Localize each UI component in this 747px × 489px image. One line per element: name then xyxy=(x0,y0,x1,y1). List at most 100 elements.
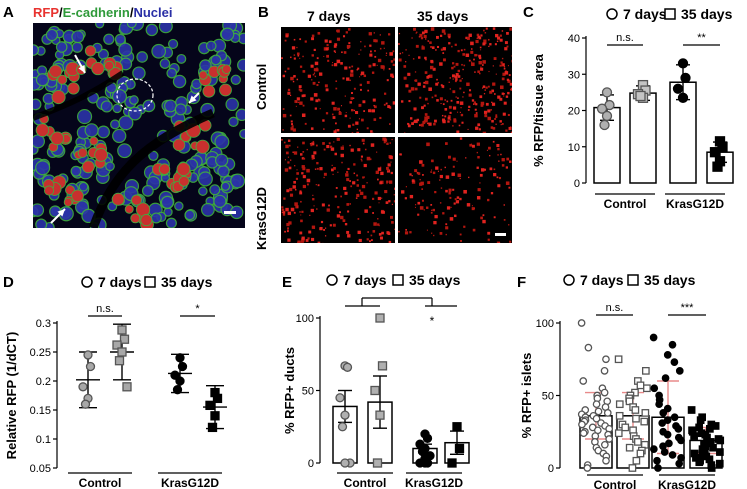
rfp-speckle xyxy=(509,240,512,243)
data-point xyxy=(706,424,714,433)
rfp-speckle xyxy=(444,115,447,118)
rfp-speckle xyxy=(307,74,311,78)
data-point xyxy=(615,400,624,409)
rfp-cell xyxy=(77,147,88,158)
rfp-speckle xyxy=(331,164,333,167)
rfp-speckle xyxy=(490,126,494,129)
rfp-speckle xyxy=(429,74,433,78)
rfp-speckle xyxy=(508,186,511,189)
rfp-speckle xyxy=(412,58,415,60)
data-point xyxy=(342,362,353,372)
rfp-speckle xyxy=(315,184,317,186)
rfp-speckle xyxy=(384,137,387,140)
rfp-speckle xyxy=(433,122,436,126)
rfp-speckle xyxy=(468,93,472,97)
rfp-speckle xyxy=(387,163,391,167)
rfp-speckle xyxy=(404,132,406,133)
rfp-speckle xyxy=(455,73,459,77)
rfp-speckle xyxy=(499,97,503,101)
data-point xyxy=(375,313,385,323)
rfp-speckle xyxy=(478,128,481,131)
rfp-speckle xyxy=(289,193,294,197)
rfp-speckle xyxy=(377,178,379,181)
cell xyxy=(112,128,127,144)
rfp-speckle xyxy=(417,201,421,205)
rfp-speckle xyxy=(390,215,393,219)
rfp-speckle xyxy=(372,98,376,102)
rfp-speckle xyxy=(388,68,391,70)
rfp-speckle xyxy=(497,184,501,188)
rfp-speckle xyxy=(431,96,434,99)
rfp-speckle xyxy=(445,189,448,193)
rfp-speckle xyxy=(376,151,378,153)
rfp-speckle xyxy=(456,101,460,104)
rfp-speckle xyxy=(285,144,289,149)
rfp-speckle xyxy=(386,180,389,183)
rfp-speckle xyxy=(333,107,337,111)
rfp-speckle xyxy=(316,57,319,60)
y-tick-label: 50 xyxy=(302,386,314,398)
rfp-speckle xyxy=(380,171,384,176)
rfp-speckle xyxy=(445,223,448,226)
rfp-cell xyxy=(44,185,55,196)
sig-label: n.s. xyxy=(606,302,624,314)
rfp-speckle xyxy=(454,75,458,79)
rfp-speckle xyxy=(429,65,434,70)
rfp-speckle xyxy=(300,214,302,216)
rfp-speckle xyxy=(425,206,429,209)
rfp-speckle xyxy=(425,38,427,40)
rfp-cell xyxy=(178,175,190,187)
data-point xyxy=(375,410,385,420)
rfp-speckle xyxy=(299,101,303,105)
rfp-speckle xyxy=(424,119,428,122)
y-tick-label: 50 xyxy=(542,391,554,403)
duct xyxy=(33,70,125,121)
rfp-speckle xyxy=(451,45,453,48)
data-point xyxy=(422,433,433,444)
data-point xyxy=(690,432,698,440)
rfp-speckle xyxy=(479,173,483,177)
legend-label-7days: 7 days xyxy=(623,6,667,22)
rfp-speckle xyxy=(290,207,295,212)
rfp-speckle xyxy=(436,99,439,102)
rfp-speckle xyxy=(390,171,393,175)
rfp-speckle xyxy=(312,198,315,201)
rfp-speckle xyxy=(286,189,290,193)
rfp-speckle xyxy=(413,27,416,31)
data-point xyxy=(212,393,223,404)
data-point xyxy=(177,361,188,372)
rfp-speckle xyxy=(498,160,500,162)
rfp-speckle xyxy=(498,176,502,180)
rfp-speckle xyxy=(472,228,476,232)
rfp-speckle xyxy=(389,142,391,144)
rfp-speckle xyxy=(482,214,485,217)
rfp-speckle xyxy=(323,176,325,179)
rfp-speckle xyxy=(454,214,457,218)
rfp-speckle xyxy=(374,105,377,109)
rfp-speckle xyxy=(478,54,482,58)
rfp-speckle xyxy=(439,232,443,235)
rfp-speckle xyxy=(442,103,445,106)
legend-square-marker xyxy=(664,8,676,20)
rfp-speckle xyxy=(431,232,433,234)
rfp-speckle xyxy=(414,119,418,124)
rfp-speckle xyxy=(364,148,367,151)
rfp-speckle xyxy=(446,100,449,103)
rfp-speckle xyxy=(353,163,356,166)
rfp-speckle xyxy=(350,108,354,112)
rfp-speckle xyxy=(441,114,444,117)
rfp-speckle xyxy=(448,36,451,39)
rfp-speckle xyxy=(506,31,509,35)
rfp-speckle xyxy=(501,164,505,167)
rfp-speckle xyxy=(334,152,338,156)
rfp-speckle xyxy=(437,170,440,172)
y-tick-label: 0.2 xyxy=(36,376,51,388)
rfp-speckle xyxy=(386,168,390,172)
data-point xyxy=(122,382,132,392)
rfp-speckle xyxy=(340,153,344,158)
rfp-speckle xyxy=(311,157,314,160)
rfp-speckle xyxy=(314,75,317,78)
rfp-speckle xyxy=(316,161,319,165)
panel-d-letter: D xyxy=(3,274,14,291)
rfp-speckle xyxy=(384,92,387,95)
